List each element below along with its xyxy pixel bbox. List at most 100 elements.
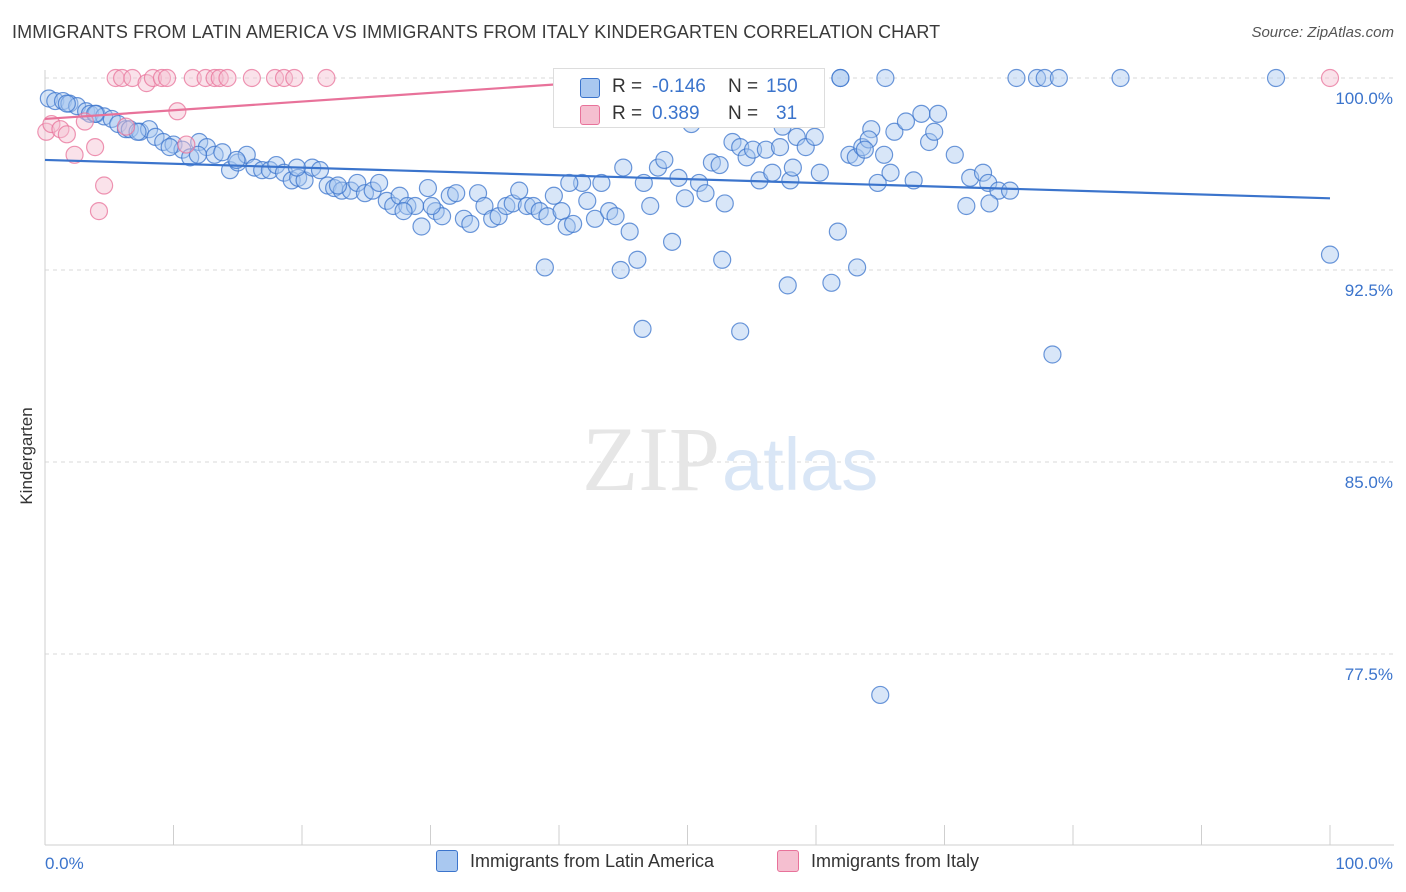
data-point	[876, 68, 895, 88]
data-point	[274, 68, 294, 88]
data-point	[188, 145, 208, 164]
data-point	[573, 173, 592, 193]
data-point	[384, 196, 403, 216]
data-point	[1320, 68, 1340, 88]
data-point	[662, 232, 682, 251]
data-point	[796, 138, 815, 157]
data-point	[370, 173, 389, 193]
data-point	[1049, 68, 1068, 88]
data-point	[394, 202, 413, 221]
x-tick-label: 100.0%	[1335, 854, 1393, 873]
data-point	[57, 125, 76, 144]
legend-label: Immigrants from Italy	[811, 850, 980, 871]
data-point	[655, 150, 674, 170]
data-point	[418, 178, 438, 198]
data-point	[868, 173, 887, 193]
watermark-atlas: atlas	[722, 423, 878, 506]
data-point	[116, 117, 136, 136]
stats-n-value: 150	[766, 76, 798, 97]
data-point	[310, 161, 330, 180]
legend-label: Immigrants from Latin America	[470, 850, 715, 871]
data-point	[696, 184, 715, 203]
data-point	[267, 155, 286, 175]
stats-box: R = -0.146 N = 150 R = 0.389 N = 31	[553, 68, 825, 128]
axes	[44, 70, 1394, 846]
data-point	[564, 214, 583, 234]
data-point	[731, 322, 750, 341]
data-point	[46, 91, 65, 111]
stats-r-value: 0.389	[652, 103, 700, 124]
data-point	[675, 189, 695, 208]
data-point	[763, 163, 782, 182]
data-point	[578, 191, 597, 210]
y-tick-label: 77.5%	[1345, 665, 1393, 684]
data-point	[756, 140, 775, 159]
data-point	[538, 207, 557, 226]
data-point	[510, 181, 529, 200]
data-point	[348, 173, 367, 193]
data-point	[848, 258, 867, 277]
data-point	[611, 260, 630, 280]
y-tick-label: 85.0%	[1345, 473, 1393, 492]
data-point	[1266, 68, 1286, 88]
data-point	[957, 196, 976, 216]
data-point	[743, 140, 763, 159]
data-point	[885, 122, 904, 141]
data-point	[157, 68, 177, 88]
data-point	[112, 68, 132, 88]
data-point	[65, 145, 84, 164]
source-label: Source: ZipAtlas.com	[1251, 24, 1394, 41]
data-point	[447, 184, 466, 203]
data-point	[89, 202, 109, 221]
data-point	[606, 207, 625, 226]
stats-r-label: R =	[612, 103, 643, 124]
data-point	[210, 68, 229, 88]
legend-item-latin-america[interactable]: Immigrants from Latin America	[436, 850, 714, 872]
data-point	[641, 196, 660, 216]
data-point	[1007, 68, 1026, 88]
stats-n-value: 31	[776, 103, 798, 124]
data-point	[973, 163, 993, 182]
data-point	[928, 104, 948, 123]
stats-n-label: N =	[728, 76, 759, 97]
y-tick-label: 100.0%	[1335, 89, 1393, 108]
data-point	[560, 173, 579, 193]
data-point	[317, 68, 336, 88]
legend-item-italy[interactable]: Immigrants from Italy	[777, 850, 979, 872]
data-point	[628, 250, 647, 269]
x-tick-label: 0.0%	[45, 854, 84, 873]
data-point	[896, 112, 916, 131]
stats-row-latin-america: R = -0.146 N = 150	[554, 75, 826, 101]
data-point	[859, 130, 878, 149]
data-point	[620, 222, 639, 241]
data-point	[422, 196, 441, 216]
data-point	[57, 94, 76, 113]
watermark-zip: ZIP	[582, 408, 720, 510]
data-point	[828, 222, 847, 241]
data-point	[710, 155, 729, 175]
data-point	[160, 138, 179, 157]
data-point	[810, 163, 829, 182]
data-point	[218, 68, 237, 88]
data-point	[86, 138, 105, 157]
data-point	[227, 150, 246, 170]
data-point	[328, 176, 348, 195]
legend-swatch-blue	[436, 850, 458, 872]
data-point	[1043, 345, 1062, 364]
data-point	[123, 68, 142, 88]
data-point	[805, 127, 824, 146]
data-point	[535, 258, 554, 277]
data-point	[925, 122, 944, 141]
data-point	[86, 104, 105, 123]
series-latin-america	[39, 68, 1340, 705]
trend-line-latin-america	[44, 158, 1331, 200]
data-point	[980, 194, 999, 213]
data-point	[871, 685, 890, 705]
data-point	[881, 163, 900, 182]
data-point	[715, 194, 734, 213]
data-point	[912, 104, 931, 123]
data-point	[489, 207, 508, 226]
stats-swatch-pink	[580, 105, 600, 125]
data-point	[787, 127, 806, 146]
